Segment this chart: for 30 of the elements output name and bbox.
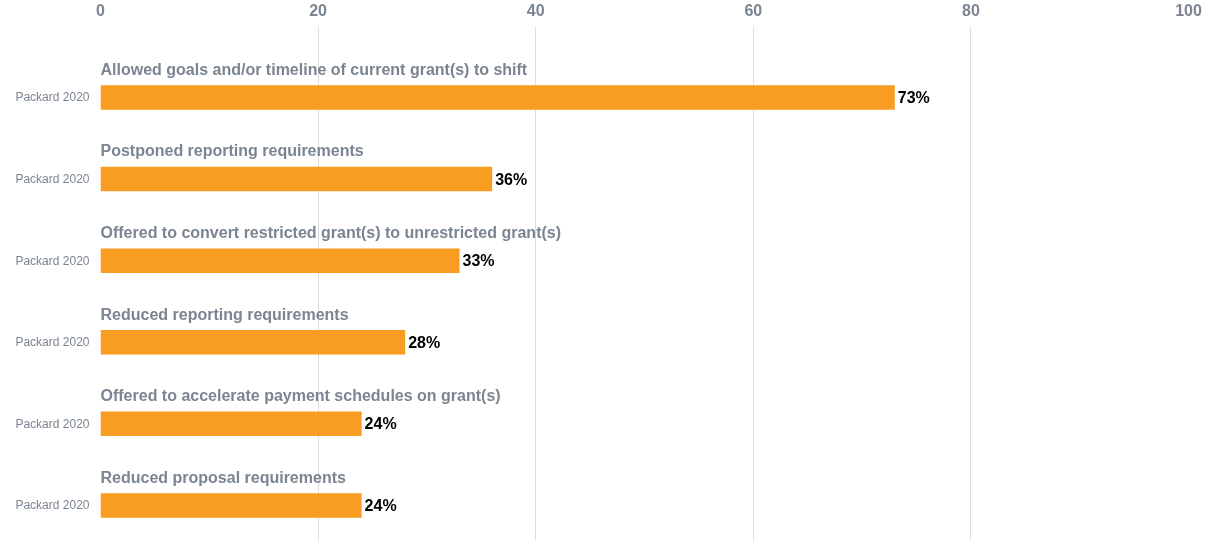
x-tick-label: 40 xyxy=(526,1,545,19)
bar xyxy=(100,248,460,273)
data-label: 36% xyxy=(495,170,528,188)
y-tick-label: Offered to convert restricted grant(s) to unrestricted grant(s) xyxy=(100,224,562,242)
x-tick-label: 0 xyxy=(96,1,106,19)
y-tick-label: Reduced proposal requirements xyxy=(100,468,346,486)
x-tick-label: 100 xyxy=(1175,1,1202,19)
data-label: 24% xyxy=(364,496,397,514)
y-tick-label: Postponed reporting requirements xyxy=(100,142,364,160)
bar xyxy=(100,411,362,437)
text: Packard 2020 xyxy=(15,253,90,268)
bar xyxy=(100,166,493,192)
x-tick-label: 20 xyxy=(309,1,328,19)
text: Packard 2020 xyxy=(15,498,90,513)
series-label: Packard 2020 xyxy=(15,90,90,105)
data-label: 73% xyxy=(897,88,930,106)
y-tick-label: Allowed goals and/or timeline of current grant(s) to shift xyxy=(100,60,528,78)
text: Packard 2020 xyxy=(15,335,90,350)
data-label: 28% xyxy=(408,333,441,351)
data-label: 24% xyxy=(364,415,397,433)
text: Packard 2020 xyxy=(15,172,90,187)
y-tick-label: Reduced reporting requirements xyxy=(100,305,349,323)
bar xyxy=(100,85,895,110)
x-tick-label: 80 xyxy=(962,1,980,19)
y-tick-label: Offered to accelerate payment schedules on grant(s) xyxy=(100,387,501,405)
bar xyxy=(100,493,362,518)
x-tick-label: 60 xyxy=(744,1,763,19)
bar xyxy=(100,330,406,355)
text: Packard 2020 xyxy=(15,416,90,431)
data-label: 33% xyxy=(462,252,495,270)
